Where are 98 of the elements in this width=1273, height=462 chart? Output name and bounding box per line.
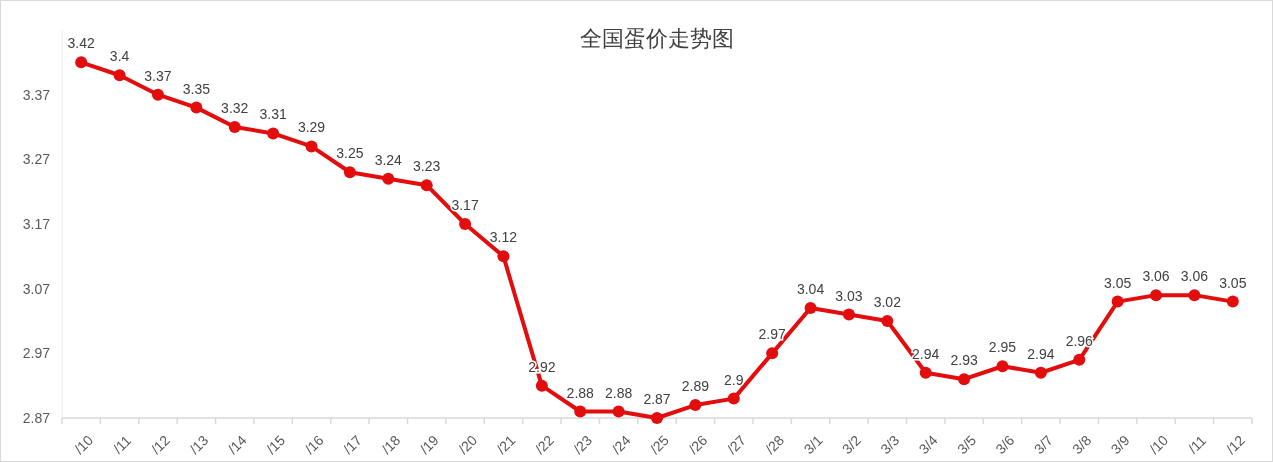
data-label: 2.9 (724, 371, 744, 388)
point (459, 218, 472, 230)
x-tick-label: /13 (186, 431, 212, 457)
x-tick-label: 3/7 (1030, 431, 1057, 457)
y-tick-label: 3.17 (22, 216, 51, 232)
y-tick-label: 2.97 (22, 345, 51, 362)
data-label: 3.29 (297, 119, 326, 136)
x-tick-label: /20 (454, 431, 481, 457)
data-label: 3.04 (796, 281, 825, 298)
data-label: 2.95 (988, 339, 1017, 356)
point (612, 405, 625, 418)
x-tick-label: /16 (301, 431, 327, 457)
x-tick-label: /15 (263, 431, 289, 457)
data-label: 3.03 (835, 287, 863, 304)
point (75, 56, 88, 69)
x-tick-label: /23 (570, 431, 596, 457)
x-tick-label: 3/8 (1069, 431, 1095, 457)
point (1188, 289, 1201, 302)
data-label: 2.94 (1027, 345, 1055, 362)
point (574, 405, 587, 418)
chart-title: 全国蛋价走势图 (580, 26, 734, 51)
point (881, 315, 894, 327)
point (727, 392, 740, 405)
x-tick-label: 3/2 (838, 431, 865, 457)
x-tick-label: /19 (416, 431, 442, 457)
data-label: 3.06 (1142, 268, 1170, 285)
x-tick-label: /21 (493, 431, 519, 457)
x-tick-label: 3/1 (800, 431, 826, 457)
data-label: 3.17 (451, 197, 479, 213)
y-tick-label: 3.07 (22, 280, 51, 297)
point (151, 88, 164, 101)
data-label: 2.88 (604, 384, 633, 401)
x-tick-label: /24 (608, 431, 634, 457)
point (1073, 353, 1086, 366)
x-tick-label: 3/6 (992, 431, 1018, 457)
point (919, 366, 932, 379)
point (1226, 295, 1239, 308)
data-label: 3.02 (873, 294, 902, 310)
data-label: 3.37 (144, 67, 172, 84)
x-tick-label: /25 (646, 431, 673, 457)
point (1111, 295, 1124, 308)
point (535, 379, 548, 392)
point (766, 347, 779, 360)
point (420, 179, 433, 192)
point (996, 360, 1009, 373)
x-tick-label: /12 (1222, 431, 1248, 457)
point (689, 399, 702, 412)
point (497, 250, 510, 263)
x-tick-label: 3/4 (915, 431, 941, 457)
y-tick-label: 3.37 (22, 86, 51, 103)
y-tick-label: 3.27 (22, 151, 51, 168)
data-label: 2.97 (758, 326, 786, 343)
point (1150, 289, 1163, 302)
data-label: 3.06 (1180, 268, 1209, 285)
x-tick-label: 3/9 (1107, 431, 1133, 457)
data-label: 3.42 (67, 35, 96, 52)
data-label: 2.94 (912, 345, 940, 362)
point (343, 166, 356, 179)
x-tick-label: /14 (224, 431, 250, 457)
point (1034, 366, 1047, 379)
x-tick-label: /27 (723, 431, 749, 457)
point (305, 140, 318, 153)
point (958, 373, 971, 386)
x-tick-label: /17 (339, 431, 366, 457)
y-tick-label: 2.87 (22, 410, 51, 426)
x-tick-label: /28 (762, 431, 788, 457)
data-label: 3.12 (489, 229, 518, 246)
data-label: 2.93 (950, 352, 978, 369)
point (228, 121, 241, 133)
x-tick-label: 3/3 (877, 431, 903, 457)
point (842, 308, 855, 321)
point (267, 127, 280, 140)
point (113, 69, 126, 82)
x-tick-label: /11 (1184, 432, 1210, 457)
data-label: 3.31 (259, 106, 287, 123)
data-label: 3.25 (336, 145, 364, 162)
x-tick-label: /22 (531, 431, 557, 457)
point (190, 101, 203, 114)
data-label: 3.24 (374, 151, 403, 168)
x-tick-label: /11 (109, 432, 135, 457)
data-label: 3.4 (109, 48, 130, 65)
x-tick-label: /10 (71, 431, 97, 457)
x-tick-label: /18 (378, 431, 404, 457)
data-label: 2.87 (643, 391, 671, 407)
x-tick-label: /10 (1145, 431, 1172, 457)
data-label: 3.32 (221, 100, 249, 116)
data-label: 3.35 (182, 80, 211, 97)
point (804, 302, 817, 315)
x-tick-label: 3/5 (954, 431, 980, 457)
data-label: 3.05 (1219, 274, 1247, 291)
point (382, 172, 395, 185)
data-label: 2.89 (681, 378, 710, 395)
point (651, 412, 663, 424)
data-label: 3.23 (413, 158, 441, 175)
data-label: 2.88 (566, 384, 595, 401)
x-tick-label: /26 (685, 431, 711, 457)
x-tick-label: /12 (147, 431, 174, 457)
data-label: 3.05 (1104, 274, 1132, 291)
